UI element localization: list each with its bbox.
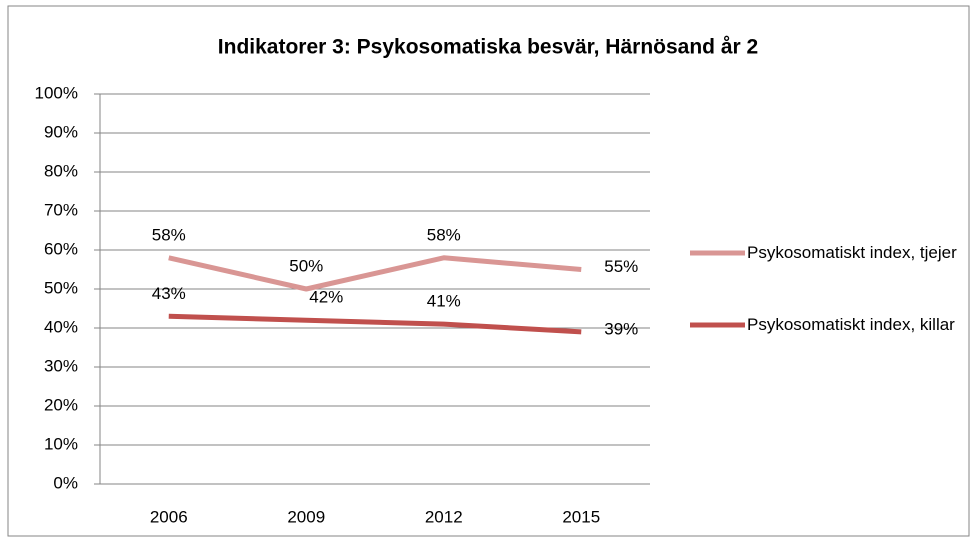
chart-border xyxy=(7,5,970,537)
y-tick-label: 70% xyxy=(44,200,78,219)
y-tick-label: 100% xyxy=(35,83,78,102)
y-tick-label: 30% xyxy=(44,356,78,375)
data-label: 42% xyxy=(309,288,343,307)
x-tick-label: 2009 xyxy=(287,507,325,526)
legend-label: Psykosomatiskt index, tjejer xyxy=(747,243,957,262)
data-line xyxy=(168,313,582,335)
data-label: 58% xyxy=(152,225,186,244)
y-tick-label: 80% xyxy=(44,161,78,180)
legend-label: Psykosomatiskt index, killar xyxy=(747,315,955,334)
data-label: 43% xyxy=(152,284,186,303)
data-label: 39% xyxy=(604,319,638,338)
y-tick-label: 50% xyxy=(44,278,78,297)
data-label: 41% xyxy=(427,292,461,311)
x-tick-label: 2006 xyxy=(150,507,188,526)
y-tick-label: 20% xyxy=(44,395,78,414)
x-tick-label: 2012 xyxy=(425,507,463,526)
data-label: 58% xyxy=(427,225,461,244)
y-tick-label: 40% xyxy=(44,317,78,336)
y-tick-label: 60% xyxy=(44,239,78,258)
y-tick-label: 10% xyxy=(44,434,78,453)
chart-title: Indikatorer 3: Psykosomatiska besvär, Hä… xyxy=(218,36,758,59)
y-tick-label: 0% xyxy=(53,473,78,492)
data-label: 50% xyxy=(289,256,323,275)
data-line xyxy=(168,255,582,292)
data-label: 55% xyxy=(604,257,638,276)
y-tick-label: 90% xyxy=(44,122,78,141)
x-tick-label: 2015 xyxy=(562,507,600,526)
